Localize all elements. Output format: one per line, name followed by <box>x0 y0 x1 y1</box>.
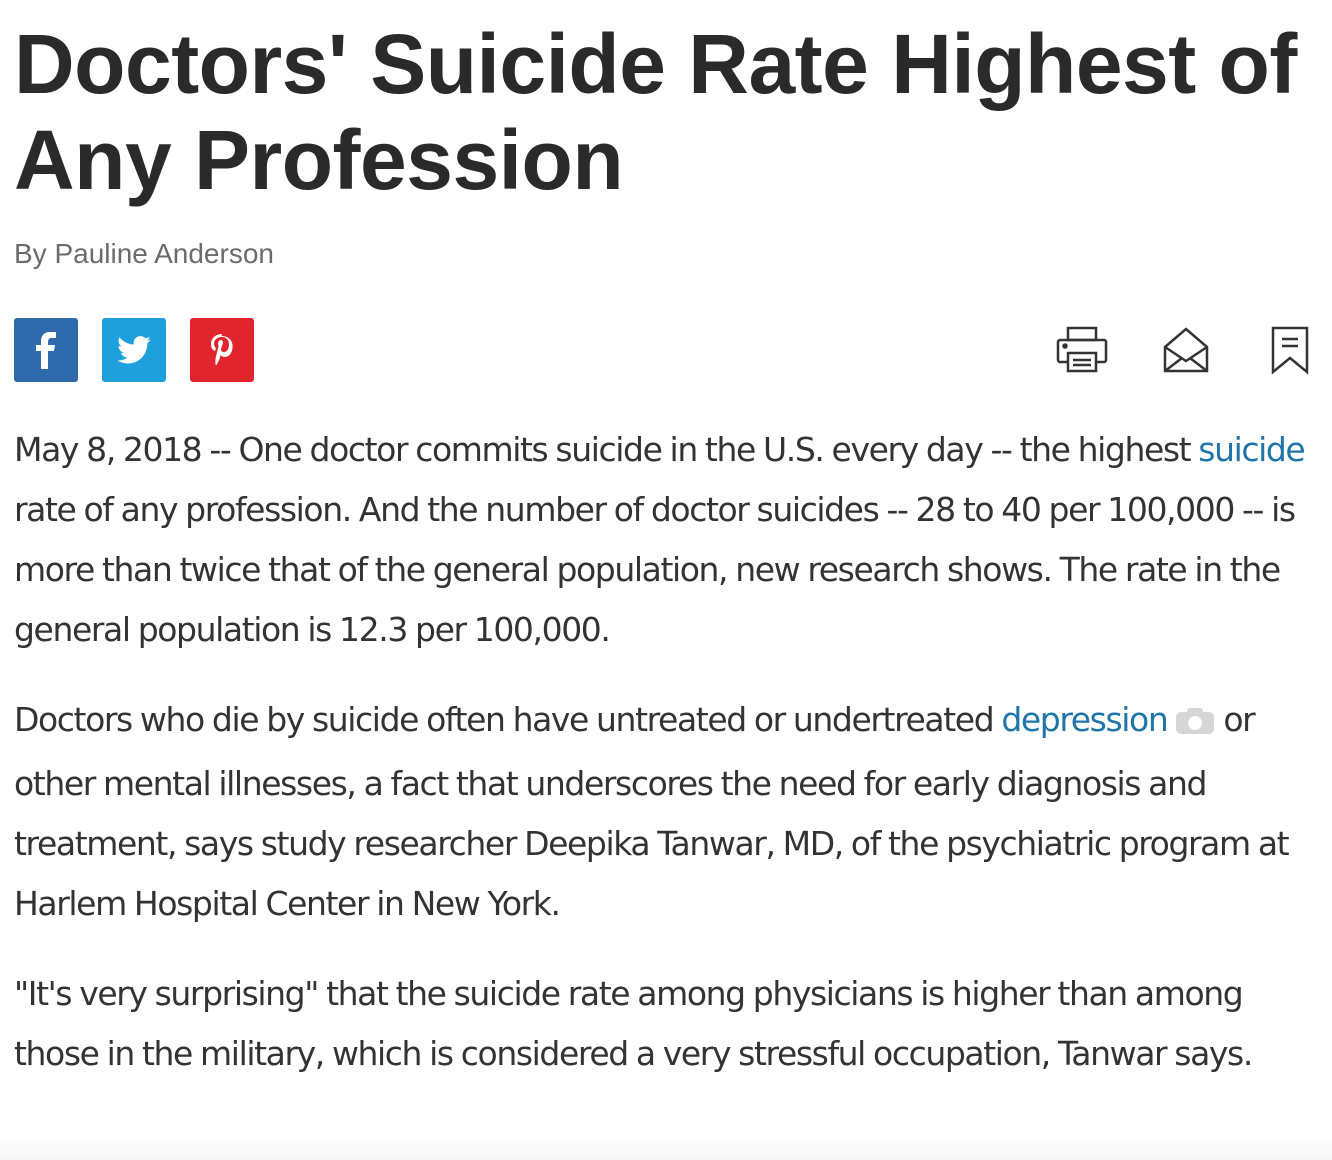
save-button[interactable] <box>1262 322 1318 378</box>
twitter-share-button[interactable] <box>102 318 166 382</box>
byline: By Pauline Anderson <box>14 238 274 269</box>
share-buttons <box>14 318 254 382</box>
camera-icon[interactable] <box>1175 694 1215 754</box>
article-tools <box>1054 322 1318 378</box>
pinterest-icon <box>211 334 233 365</box>
article-paragraph: "It's very surprising" that the suicide … <box>14 974 1253 1073</box>
twitter-icon <box>117 336 151 364</box>
facebook-icon <box>36 332 56 369</box>
print-icon <box>1056 326 1108 373</box>
suicide-link[interactable]: suicide <box>1198 430 1305 469</box>
print-button[interactable] <box>1054 322 1110 378</box>
bookmark-icon <box>1271 326 1309 375</box>
article-body: May 8, 2018 -- One doctor commits suicid… <box>14 420 1314 1114</box>
article-headline: Doctors' Suicide Rate Highest of Any Pro… <box>14 17 1297 207</box>
email-button[interactable] <box>1158 322 1214 378</box>
facebook-share-button[interactable] <box>14 318 78 382</box>
pinterest-share-button[interactable] <box>190 318 254 382</box>
depression-link[interactable]: depression <box>1001 700 1168 739</box>
article-paragraph: Doctors who die by suicide often have un… <box>14 690 1314 934</box>
bottom-fade <box>0 1134 1332 1160</box>
envelope-icon <box>1163 327 1209 373</box>
article-paragraph: May 8, 2018 -- One doctor commits suicid… <box>14 430 1306 649</box>
